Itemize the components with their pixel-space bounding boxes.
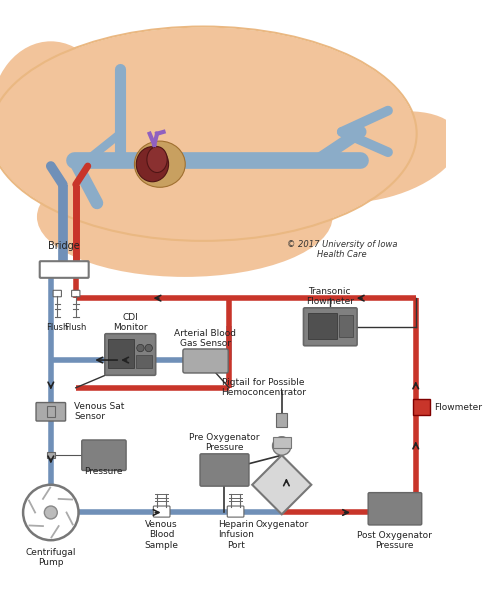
FancyBboxPatch shape [36, 403, 66, 421]
FancyBboxPatch shape [276, 413, 287, 427]
Text: CDI
Monitor: CDI Monitor [113, 313, 147, 332]
FancyBboxPatch shape [40, 261, 89, 278]
Text: © 2017 University of Iowa
Health Care: © 2017 University of Iowa Health Care [286, 240, 397, 259]
Circle shape [145, 344, 153, 352]
Text: Flowmeter: Flowmeter [434, 403, 482, 412]
Ellipse shape [0, 41, 111, 189]
FancyBboxPatch shape [303, 308, 357, 346]
FancyBboxPatch shape [368, 493, 422, 525]
Text: Heparin
Infusion
Port: Heparin Infusion Port [218, 520, 254, 550]
Text: Venous Sat
Sensor: Venous Sat Sensor [74, 402, 124, 421]
Text: Flush: Flush [65, 323, 87, 332]
FancyBboxPatch shape [47, 406, 55, 418]
Circle shape [44, 506, 57, 519]
FancyBboxPatch shape [227, 506, 244, 517]
Text: Pre Oxygenator
Pressure: Pre Oxygenator Pressure [189, 433, 260, 452]
Ellipse shape [134, 141, 185, 187]
Text: Arterial Blood
Gas Sensor: Arterial Blood Gas Sensor [174, 329, 236, 348]
FancyBboxPatch shape [53, 290, 61, 297]
FancyBboxPatch shape [136, 355, 153, 368]
FancyBboxPatch shape [272, 437, 291, 448]
FancyBboxPatch shape [413, 399, 429, 415]
FancyBboxPatch shape [154, 506, 170, 517]
FancyBboxPatch shape [71, 290, 80, 297]
Text: Post Oxygenator
Pressure: Post Oxygenator Pressure [357, 531, 432, 550]
Ellipse shape [298, 111, 460, 202]
FancyBboxPatch shape [105, 334, 156, 375]
Text: Oxygenator: Oxygenator [255, 520, 309, 529]
Text: Flush: Flush [46, 323, 69, 332]
FancyBboxPatch shape [308, 313, 337, 339]
Polygon shape [252, 455, 312, 514]
Text: Pressure: Pressure [84, 467, 123, 476]
Ellipse shape [272, 437, 291, 455]
FancyBboxPatch shape [47, 452, 55, 458]
Text: Transonic
Flowmeter: Transonic Flowmeter [306, 287, 354, 307]
Ellipse shape [147, 146, 167, 173]
FancyBboxPatch shape [108, 339, 134, 368]
Circle shape [137, 344, 144, 352]
Ellipse shape [136, 146, 169, 182]
Ellipse shape [37, 157, 333, 277]
FancyBboxPatch shape [339, 315, 353, 337]
Text: Centrifugal
Pump: Centrifugal Pump [26, 548, 76, 567]
Text: Pigtail for Possible
Hemoconcentrator: Pigtail for Possible Hemoconcentrator [221, 377, 306, 397]
FancyBboxPatch shape [200, 454, 249, 486]
Ellipse shape [0, 28, 416, 240]
Text: Venous
Blood
Sample: Venous Blood Sample [145, 520, 179, 550]
FancyBboxPatch shape [183, 349, 228, 373]
FancyBboxPatch shape [82, 440, 126, 470]
Circle shape [23, 485, 79, 540]
Text: Bridge: Bridge [48, 241, 80, 251]
